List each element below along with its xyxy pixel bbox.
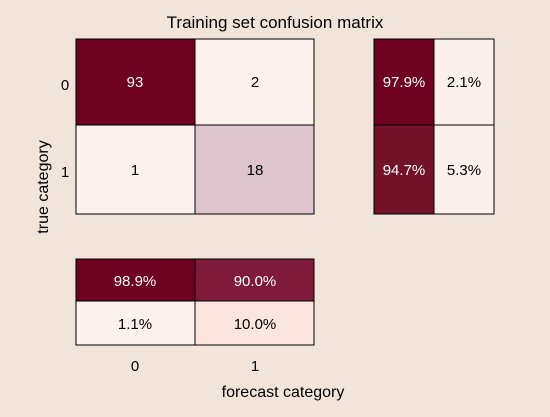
row-summary-value-1-1: 5.3% [447, 162, 481, 179]
matrix-value-0-1: 2 [251, 74, 259, 91]
column-summary-value-1-1: 10.0% [234, 316, 277, 333]
matrix-value-0-0: 93 [127, 74, 144, 91]
matrix-cell-1-0 [75, 124, 196, 215]
matrix-cell-1-1 [194, 124, 315, 215]
matrix-value-1-1: 18 [247, 162, 264, 179]
x-axis-label: forecast category [222, 384, 345, 401]
chart-title: Training set confusion matrix [167, 13, 384, 32]
y-tick-label-0: 0 [61, 77, 69, 94]
matrix-cell-0-0 [75, 38, 196, 126]
row-summary-value-0-1: 2.1% [447, 74, 481, 91]
matrix-cell-0-1 [194, 38, 315, 126]
column-summary-cell-0-0 [75, 258, 196, 302]
column-summary-cell-1-1 [194, 300, 315, 346]
column-summary-value-1-0: 1.1% [118, 316, 152, 333]
row-summary-value-1-0: 94.7% [383, 162, 426, 179]
y-tick-label-1: 1 [61, 164, 69, 181]
row-summary-cell-1-0 [373, 124, 435, 215]
column-summary-value-0-0: 98.9% [114, 273, 157, 290]
x-tick-label-0: 0 [131, 358, 139, 375]
row-summary-value-0-0: 97.9% [383, 74, 426, 91]
column-summary-cell-0-1 [194, 258, 315, 302]
column-summary-matrix: 98.9% 90.0% 1.1% 10.0% [75, 258, 315, 346]
row-summary-matrix: 97.9% 2.1% 94.7% 5.3% [373, 38, 495, 215]
x-tick-label-1: 1 [251, 358, 259, 375]
y-axis-label: true category [35, 140, 52, 233]
row-summary-cell-1-1 [433, 124, 495, 215]
column-summary-cell-1-0 [75, 300, 196, 346]
column-summary-value-0-1: 90.0% [234, 273, 277, 290]
main-matrix: 93 2 1 18 [75, 38, 315, 215]
matrix-value-1-0: 1 [131, 162, 139, 179]
